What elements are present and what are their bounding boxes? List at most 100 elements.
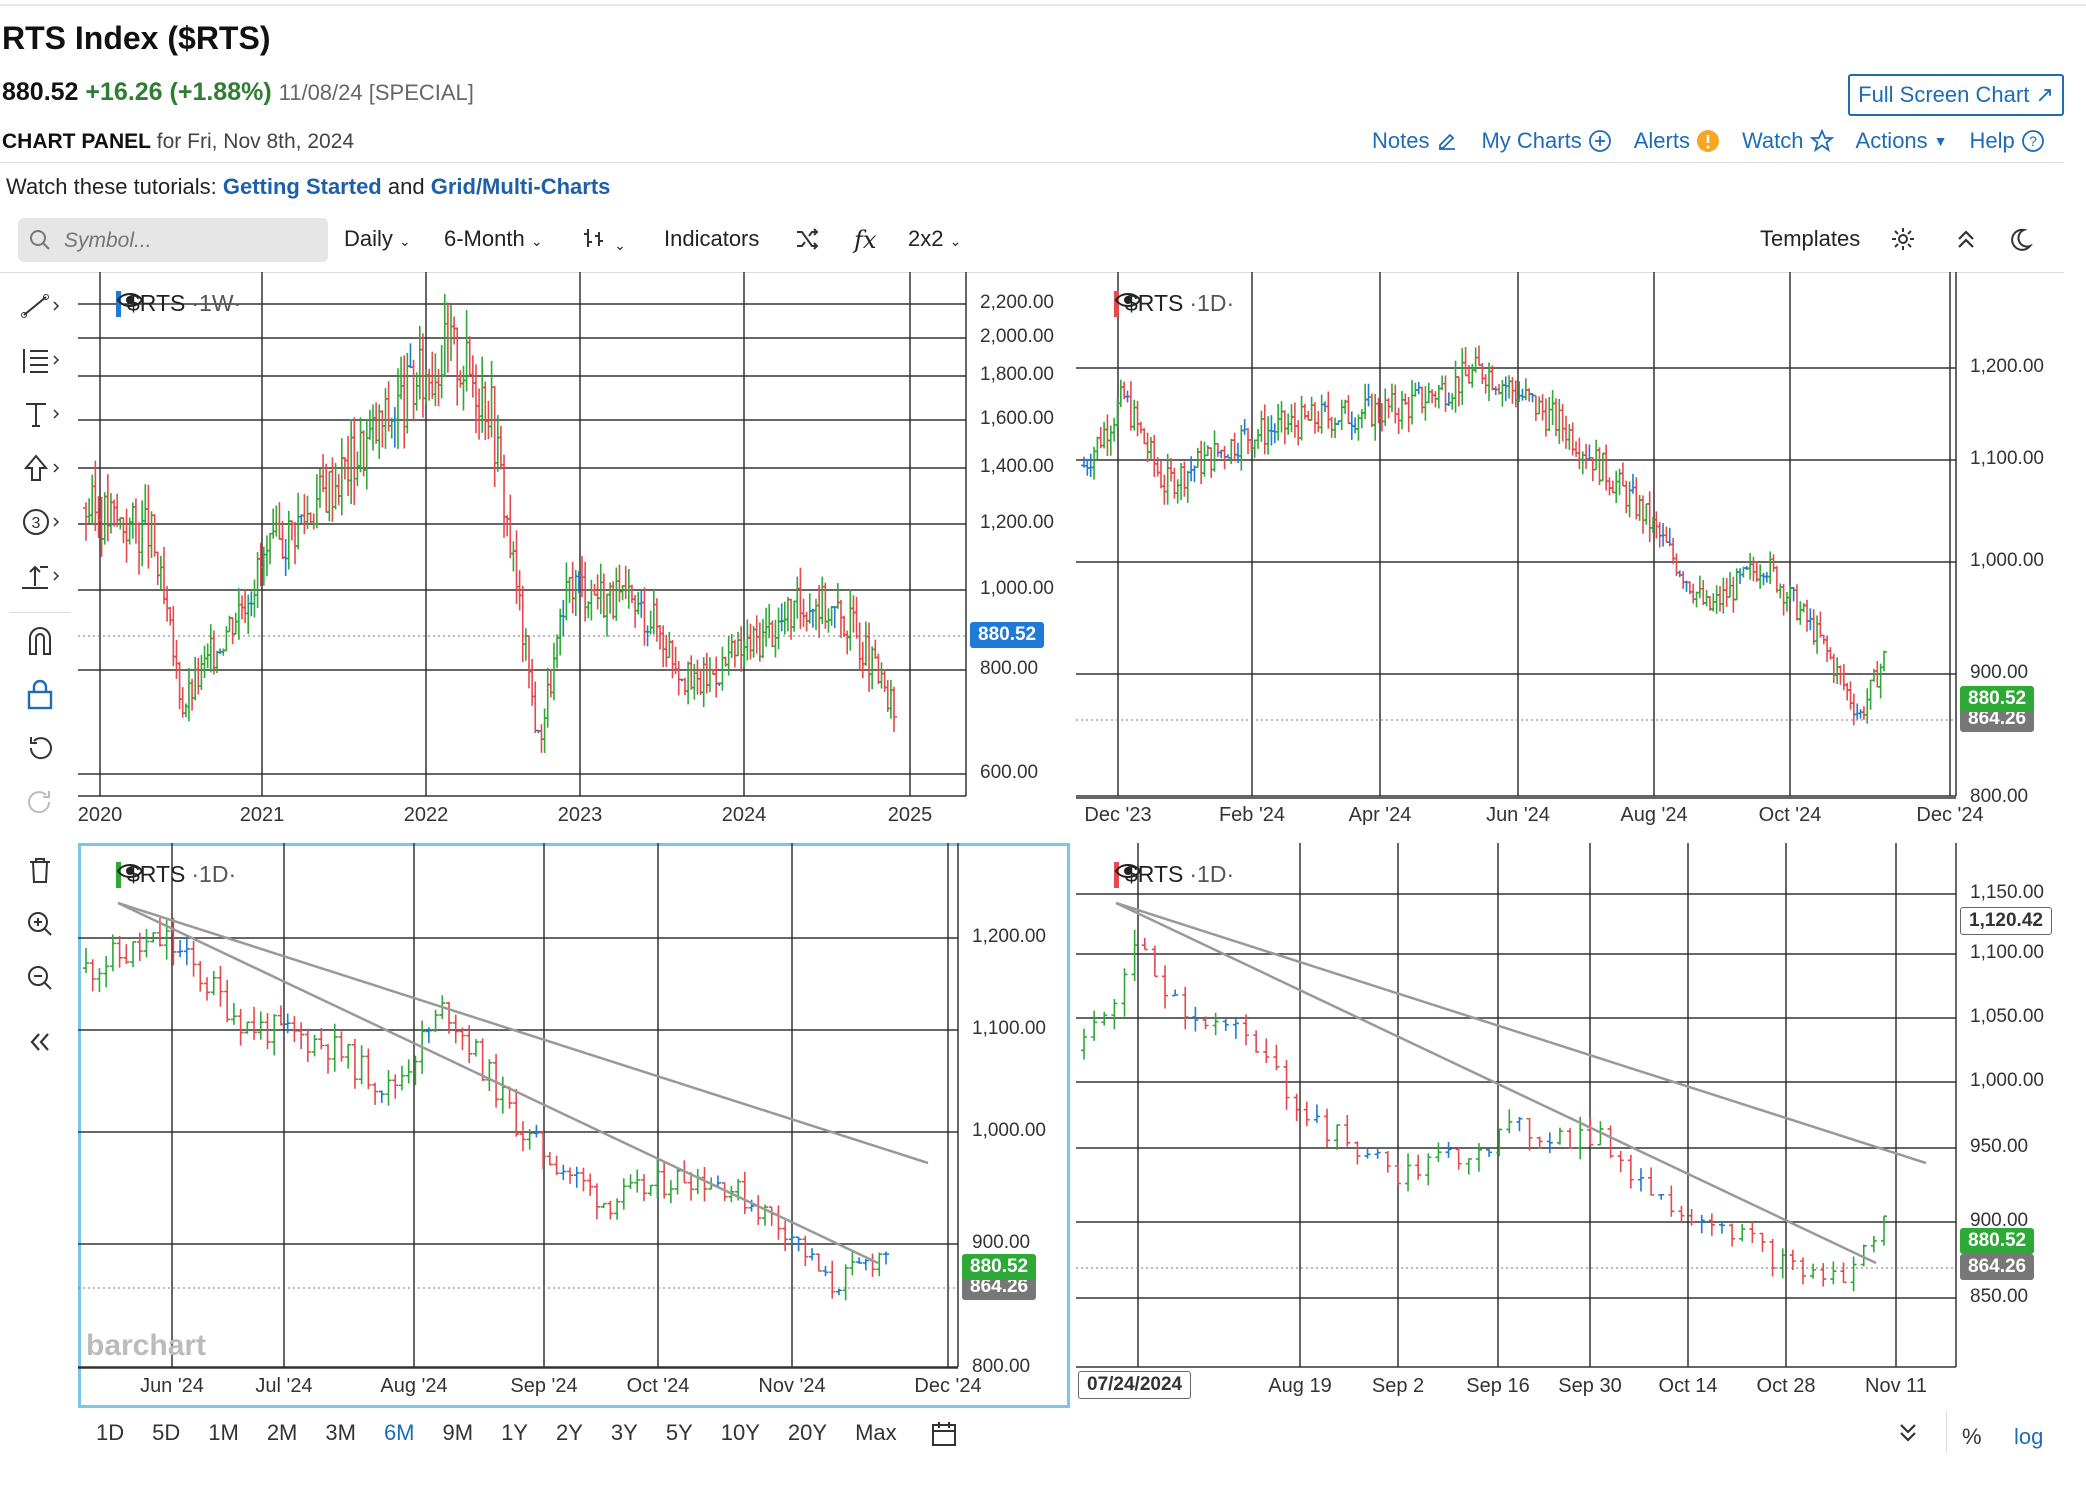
period-9m[interactable]: 9M — [442, 1420, 474, 1445]
interval-dropdown[interactable]: Daily ⌄ — [344, 226, 411, 252]
date-range-button[interactable] — [930, 1420, 958, 1453]
zoom-in-button[interactable] — [18, 902, 62, 946]
watch-link[interactable]: Watch — [1742, 128, 1834, 154]
period-5d[interactable]: 5D — [152, 1420, 181, 1445]
collapse-header-button[interactable] — [1954, 226, 1978, 258]
expand-bottom-button[interactable] — [1896, 1420, 1920, 1451]
trendline[interactable] — [117, 901, 879, 1265]
chart-panel-4[interactable]: $RTS ·1D· 1,150.00 1,100.00 1,050.00 1,000.00… — [1076, 843, 2064, 1408]
trendline[interactable] — [1115, 901, 1927, 1165]
delete-button[interactable] — [18, 848, 62, 892]
compare-shuffle-button[interactable] — [794, 226, 820, 258]
dark-mode-button[interactable] — [2006, 226, 2034, 260]
text-tool[interactable] — [18, 392, 62, 436]
price-bar — [320, 454, 327, 493]
eye-icon[interactable] — [1114, 290, 1142, 310]
chevron-down-icon: ⌄ — [399, 233, 411, 249]
tutorial-getting-started-link[interactable]: Getting Started — [222, 174, 382, 199]
price-bar — [1720, 577, 1727, 614]
fib-tool[interactable] — [18, 338, 62, 382]
my-charts-link[interactable]: My Charts — [1481, 128, 1611, 154]
price-bar — [472, 1039, 479, 1057]
period-1y[interactable]: 1Y — [501, 1420, 528, 1445]
svg-text:?: ? — [2029, 133, 2037, 149]
price-bar — [132, 498, 139, 544]
templates-button[interactable]: Templates — [1760, 226, 1861, 251]
chart-legend[interactable]: $RTS ·1D· — [116, 861, 236, 888]
period-10y[interactable]: 10Y — [720, 1420, 760, 1445]
period-6m[interactable]: 6M — [383, 1420, 415, 1445]
chart-panel-1[interactable]: $RTS ·1W· 2,200.00 2,000.00 1,800.00 1,600.00… — [78, 272, 1076, 836]
zoom-out-button[interactable] — [18, 956, 62, 1000]
chart-legend[interactable]: $RTS ·1D· — [1114, 861, 1234, 888]
trendline[interactable] — [1115, 901, 1877, 1265]
full-screen-chart-button[interactable]: Full Screen Chart ↗ — [1848, 74, 2064, 116]
period-3m[interactable]: 3M — [325, 1420, 356, 1445]
price-bar — [1273, 1044, 1280, 1071]
price-bar — [1696, 575, 1703, 599]
y-tick-label: 600.00 — [980, 762, 1039, 783]
period-3y[interactable]: 3Y — [610, 1420, 638, 1445]
help-link[interactable]: Help ? — [1970, 128, 2045, 154]
alerts-link[interactable]: Alerts — [1634, 128, 1720, 154]
log-scale-toggle[interactable]: log — [2014, 1424, 2044, 1449]
trendline-tool[interactable] — [18, 284, 62, 328]
price-bar — [89, 959, 96, 992]
period-max[interactable]: Max — [855, 1420, 897, 1445]
function-fx-icon[interactable]: fx — [854, 226, 877, 254]
period-2m[interactable]: 2M — [266, 1420, 298, 1445]
price-bar — [625, 569, 632, 609]
period-5y[interactable]: 5Y — [665, 1420, 693, 1445]
price-bar — [1211, 430, 1218, 472]
measure-tool[interactable] — [18, 554, 62, 598]
collapse-toolbar-button[interactable] — [18, 1020, 62, 1064]
eye-icon[interactable] — [116, 861, 144, 881]
price-bar — [1472, 347, 1479, 373]
price-bar — [277, 1005, 284, 1026]
actions-dropdown[interactable]: Actions ▼ — [1856, 128, 1948, 154]
price-bar — [452, 1014, 459, 1044]
indicators-button[interactable]: Indicators — [664, 226, 760, 251]
chart-panel-3[interactable]: $RTS ·1D· 1,200.00 1,100.00 1,000.00 900.00 80… — [78, 843, 1070, 1408]
range-dropdown[interactable]: 6-Month ⌄ — [444, 226, 543, 252]
price-bar — [619, 585, 626, 601]
price-bar — [519, 585, 526, 662]
arrow-tool[interactable] — [18, 446, 62, 490]
chart-legend[interactable]: $RTS ·1D· — [1114, 290, 1234, 317]
price-bar — [1663, 526, 1670, 543]
chart-panel-2[interactable]: $RTS ·1D· 1,200.00 1,100.00 1,000.00 900.00 80… — [1076, 272, 2064, 836]
price-bar — [1081, 1028, 1087, 1060]
y-tick-label: 1,800.00 — [980, 364, 1054, 385]
price-bar — [1526, 1117, 1533, 1151]
price-bar — [1716, 585, 1723, 612]
undo-button[interactable] — [18, 726, 62, 770]
period-1d[interactable]: 1D — [96, 1420, 125, 1445]
number-tool[interactable]: 3 — [18, 500, 62, 544]
percent-scale-toggle[interactable]: % — [1962, 1424, 1982, 1449]
price-bar — [291, 1016, 298, 1043]
symbol-input[interactable] — [62, 224, 316, 258]
price-bar — [703, 652, 710, 694]
chart-type-dropdown[interactable]: ⌄ — [582, 226, 626, 256]
eye-icon[interactable] — [1114, 861, 1142, 881]
magnet-tool[interactable] — [18, 618, 62, 662]
price-bar — [1536, 396, 1543, 415]
redo-button[interactable] — [18, 780, 62, 824]
notes-link[interactable]: Notes — [1372, 128, 1459, 154]
symbol-search[interactable] — [18, 218, 328, 262]
period-2y[interactable]: 2Y — [555, 1420, 583, 1445]
top-divider — [0, 4, 2086, 6]
price-bar — [778, 603, 785, 632]
period-20y[interactable]: 20Y — [787, 1420, 828, 1445]
tutorial-grid-link[interactable]: Grid/Multi-Charts — [430, 174, 611, 199]
price-bar — [610, 581, 617, 620]
period-1m[interactable]: 1M — [208, 1420, 239, 1445]
y-tick-label: 1,100.00 — [1970, 448, 2044, 469]
settings-button[interactable] — [1890, 226, 1916, 258]
price-bar — [1182, 986, 1189, 1030]
chart-legend[interactable]: $RTS ·1W· — [116, 290, 241, 317]
trendline[interactable] — [117, 901, 929, 1165]
lock-tool[interactable] — [18, 672, 62, 716]
layout-dropdown[interactable]: 2x2 ⌄ — [908, 226, 961, 252]
eye-icon[interactable] — [116, 290, 144, 310]
